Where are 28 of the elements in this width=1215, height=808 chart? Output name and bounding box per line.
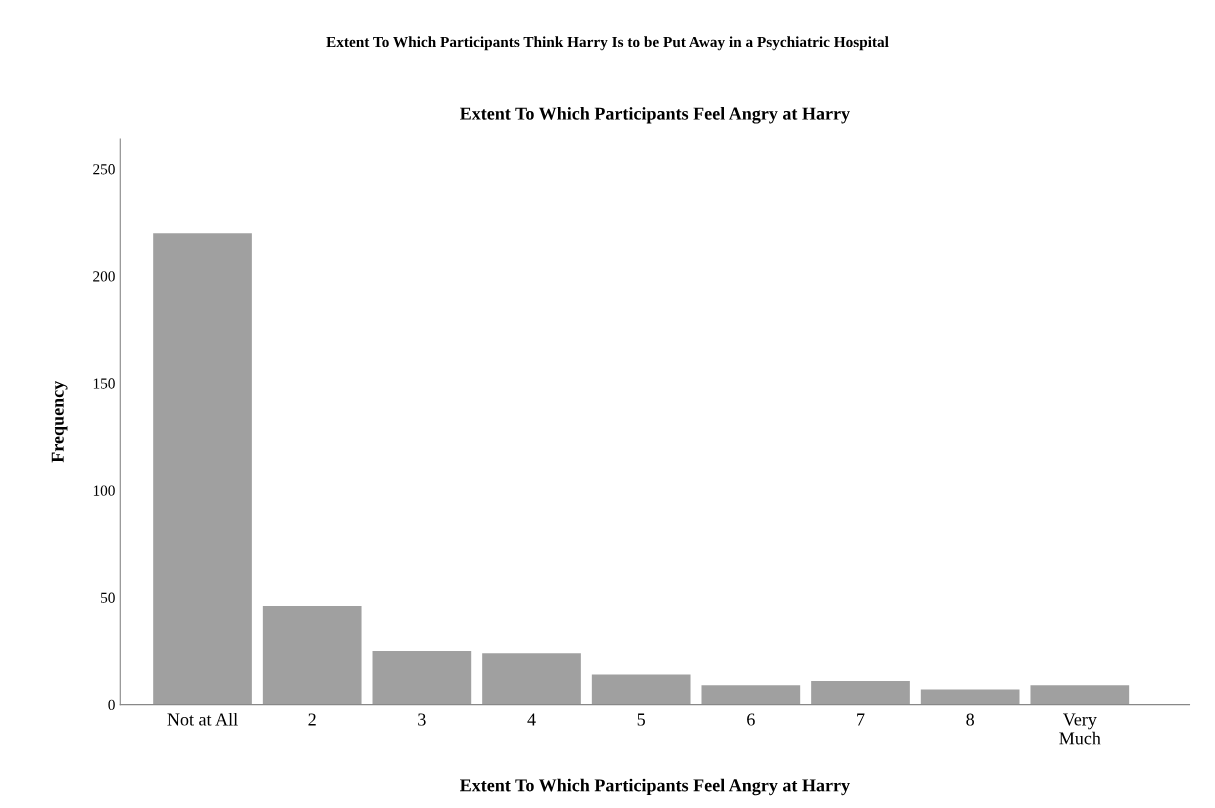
bar xyxy=(153,233,252,705)
y-tick-label: 50 xyxy=(101,592,115,603)
x-tick-label: 8 xyxy=(966,713,974,726)
x-tick-label: 4 xyxy=(527,713,536,726)
x-tick-label: 3 xyxy=(418,713,426,726)
bar xyxy=(262,606,362,705)
x-tick-label: 5 xyxy=(637,713,645,726)
x-tick-label: Very Much xyxy=(1059,713,1101,745)
chart-subtitle: Extent To Which Participants Feel Angry at Harry xyxy=(460,107,850,124)
x-tick-label: Not at All xyxy=(167,712,238,726)
y-tick-label: 250 xyxy=(93,164,115,175)
x-tick-label: 2 xyxy=(308,713,316,726)
x-axis-title: Extent To Which Participants Feel Angry at Harry xyxy=(460,778,850,796)
y-axis-title: Frequency xyxy=(51,380,68,463)
y-tick-label: 200 xyxy=(93,271,115,282)
y-tick-label: 150 xyxy=(93,378,115,389)
bar xyxy=(920,689,1020,705)
x-tick-label: 6 xyxy=(747,713,755,726)
bar xyxy=(1030,685,1130,705)
bar xyxy=(372,651,472,705)
chart-title: Extent To Which Participants Think Harry Is to be Put Away in a Psychiatric Hospital xyxy=(326,36,889,51)
bar xyxy=(701,685,801,705)
y-tick-label: 0 xyxy=(108,699,115,711)
bar xyxy=(482,653,581,705)
bar xyxy=(591,674,691,705)
x-tick-label: 7 xyxy=(857,713,865,726)
bar xyxy=(811,681,910,705)
y-tick-label: 100 xyxy=(93,485,115,496)
